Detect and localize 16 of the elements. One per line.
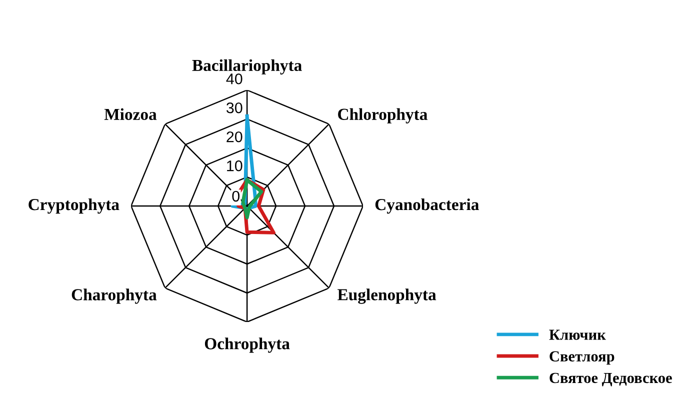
y-tick-label: 40	[226, 73, 242, 84]
y-tick-label: 20	[226, 131, 242, 142]
legend-label: Ключик	[549, 330, 606, 340]
legend-label: Святое Дедовское	[550, 372, 672, 386]
y-tick-label: 10	[227, 160, 242, 172]
spoke-label: Ochrophyta	[204, 338, 290, 353]
spoke-label: Chlorophyta	[338, 108, 428, 124]
spoke-label: Cyanobacteria	[375, 198, 479, 214]
spoke-label: Cryptophyta	[28, 198, 120, 214]
spoke-label: Miozoa	[104, 108, 157, 120]
spoke-label: Bacillariophyta	[192, 59, 302, 74]
y-tick-label: 0	[232, 190, 240, 202]
spoke-label: Euglenophyta	[338, 288, 436, 304]
y-tick-label: 30	[226, 102, 242, 114]
legend-label: Светлояр	[550, 351, 614, 365]
spoke-label: Charophyta	[72, 288, 157, 304]
